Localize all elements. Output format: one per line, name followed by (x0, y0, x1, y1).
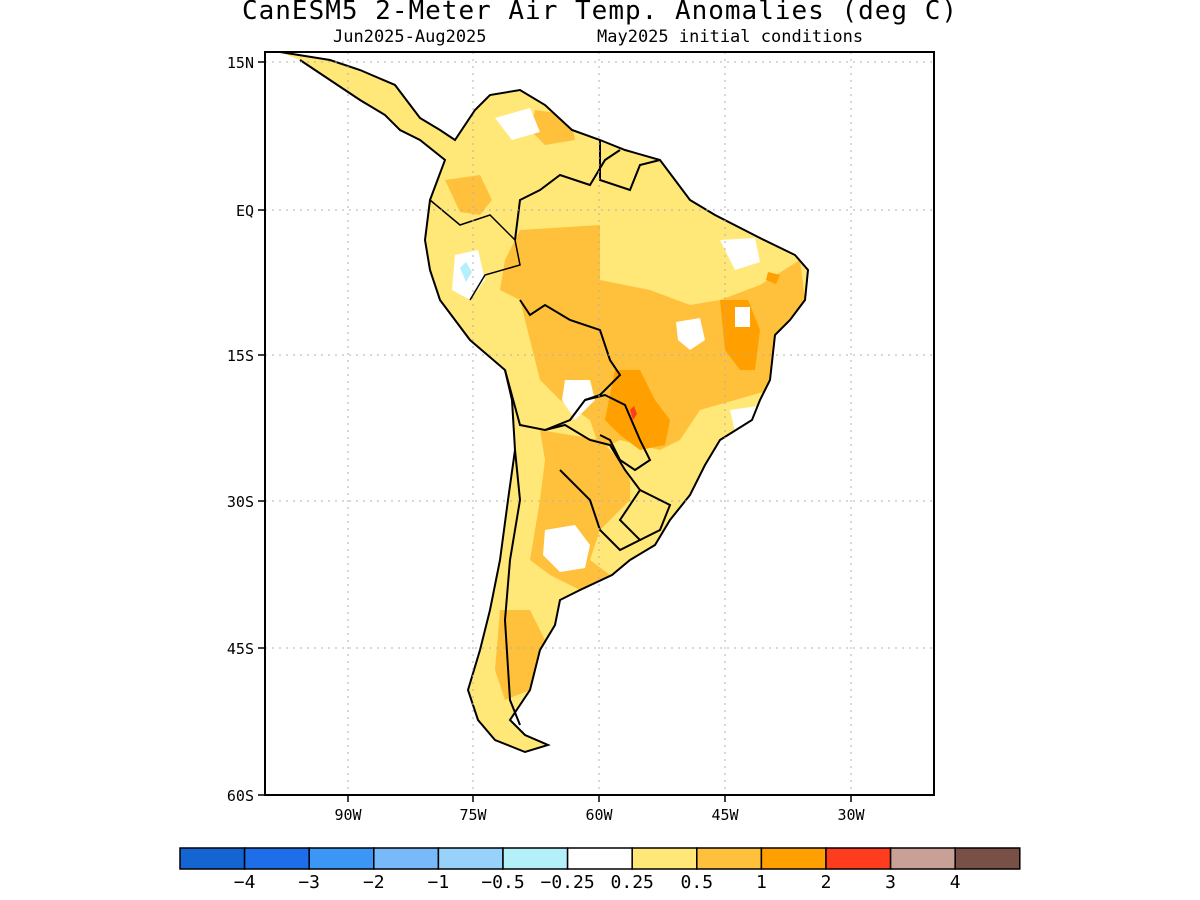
lon-label-60w: 60W (585, 806, 613, 824)
lon-label-45w: 45W (711, 806, 739, 824)
forecast-period-subtitle: Jun2025-Aug2025 (333, 27, 487, 47)
colorbar-swatch (243, 847, 310, 870)
lon-tick-marks (347, 795, 852, 802)
colorbar-swatch (696, 847, 763, 870)
colorbar-label: −2 (363, 872, 385, 893)
colorbar-label: −0.25 (541, 872, 595, 893)
colorbar-label: −3 (298, 872, 320, 893)
colorbar-swatch (954, 847, 1021, 870)
colorbar-label: 2 (821, 872, 832, 893)
map-title: CanESM5 2-Meter Air Temp. Anomalies (deg… (241, 0, 959, 26)
colorbar-swatch (308, 847, 375, 870)
colorbar: −4 −3 −2 −1 −0.5 −0.25 0.25 0.5 1 2 3 4 (179, 847, 1021, 893)
colorbar-label: 0.25 (611, 872, 654, 893)
colorbar-swatch (502, 847, 569, 870)
colorbar-label: 0.5 (681, 872, 714, 893)
lat-label-30s: 30S (227, 493, 254, 511)
colorbar-label: 4 (950, 872, 961, 893)
colorbar-swatch (631, 847, 698, 870)
colorbar-swatch (760, 847, 827, 870)
lat-label-45s: 45S (227, 640, 254, 658)
lat-tick-marks (258, 61, 265, 796)
colorbar-label: −0.5 (481, 872, 524, 893)
initial-conditions-subtitle: May2025 initial conditions (597, 27, 864, 47)
lat-label-60s: 60S (227, 787, 254, 805)
colorbar-label: 3 (885, 872, 896, 893)
lon-label-90w: 90W (334, 806, 362, 824)
lon-label-30w: 30W (837, 806, 865, 824)
colorbar-swatch (566, 847, 633, 870)
coastlines (279, 52, 810, 754)
colorbar-label: 1 (756, 872, 767, 893)
lat-label-15s: 15S (227, 347, 254, 365)
colorbar-swatch (825, 847, 892, 870)
lat-label-eq: EQ (236, 202, 254, 220)
lat-label-15n: 15N (227, 54, 254, 72)
lon-label-75w: 75W (459, 806, 487, 824)
colorbar-label: −4 (234, 872, 256, 893)
lon-gridlines (347, 52, 852, 795)
anomaly-shading (280, 52, 808, 752)
colorbar-swatch (437, 847, 504, 870)
colorbar-swatch (179, 847, 246, 870)
colorbar-swatch (889, 847, 956, 870)
colorbar-swatch (373, 847, 440, 870)
colorbar-label: −1 (428, 872, 450, 893)
